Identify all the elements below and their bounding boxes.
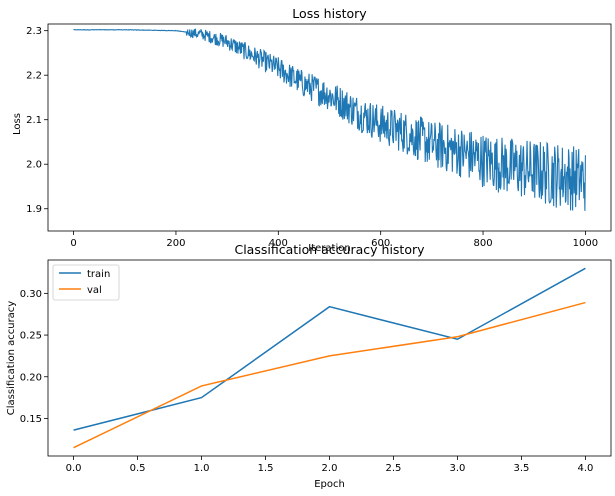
x-tick-label: 0.5 <box>130 463 146 474</box>
x-tick-label: 1.0 <box>194 463 210 474</box>
legend-val-label: val <box>87 285 102 296</box>
accuracy-y-label: Classification accuracy <box>6 301 17 416</box>
y-tick-label: 0.25 <box>20 331 42 342</box>
legend-train-label: train <box>87 269 110 280</box>
loss-plot-area <box>73 28 586 211</box>
x-tick-label: 0.0 <box>66 463 82 474</box>
y-tick-label: 2.1 <box>26 115 42 126</box>
loss-x-ticks: 0 200 400 600 800 1000 <box>70 231 598 249</box>
x-tick-label: 3.0 <box>450 463 466 474</box>
y-tick-label: 2.2 <box>26 71 42 82</box>
loss-y-label: Loss <box>12 113 23 135</box>
x-tick-label: 800 <box>473 238 492 249</box>
loss-axes-frame <box>47 23 612 232</box>
loss-chart: Loss history 0 200 400 600 800 1000 1.9 2.0 2.1… <box>12 6 612 254</box>
accuracy-axes-frame <box>47 259 612 457</box>
x-tick-label: 400 <box>269 238 288 249</box>
loss-x-label: Iteration <box>308 243 350 254</box>
x-tick-label: 1.5 <box>258 463 274 474</box>
x-tick-label: 3.5 <box>513 463 529 474</box>
x-tick-label: 0 <box>70 238 76 249</box>
accuracy-chart-title: Classification accuracy history <box>234 242 425 257</box>
y-tick-label: 0.15 <box>20 414 42 425</box>
accuracy-x-ticks: 0.0 0.5 1.0 1.5 2.0 2.5 3.0 3.5 4.0 <box>66 456 593 474</box>
y-tick-label: 0.30 <box>20 289 42 300</box>
accuracy-y-ticks: 0.15 0.20 0.25 0.30 <box>20 289 48 425</box>
loss-series-line <box>73 28 586 211</box>
x-tick-label: 600 <box>371 238 390 249</box>
y-tick-label: 2.3 <box>26 26 42 37</box>
accuracy-plot-area <box>73 267 586 449</box>
val-series-line <box>73 301 586 449</box>
accuracy-legend: train val <box>52 264 120 301</box>
y-tick-label: 2.0 <box>26 160 42 171</box>
x-tick-label: 200 <box>166 238 185 249</box>
x-tick-label: 4.0 <box>577 463 593 474</box>
y-tick-label: 0.20 <box>20 372 42 383</box>
x-tick-label: 2.5 <box>386 463 402 474</box>
loss-chart-title: Loss history <box>292 6 367 21</box>
y-tick-label: 1.9 <box>26 204 42 215</box>
x-tick-label: 1000 <box>573 238 598 249</box>
accuracy-x-label: Epoch <box>314 479 345 490</box>
x-tick-label: 2.0 <box>322 463 338 474</box>
accuracy-chart: Classification accuracy history 0.0 0.5 1.… <box>6 242 612 490</box>
loss-y-ticks: 1.9 2.0 2.1 2.2 2.3 <box>26 26 48 215</box>
train-series-line <box>73 267 586 431</box>
